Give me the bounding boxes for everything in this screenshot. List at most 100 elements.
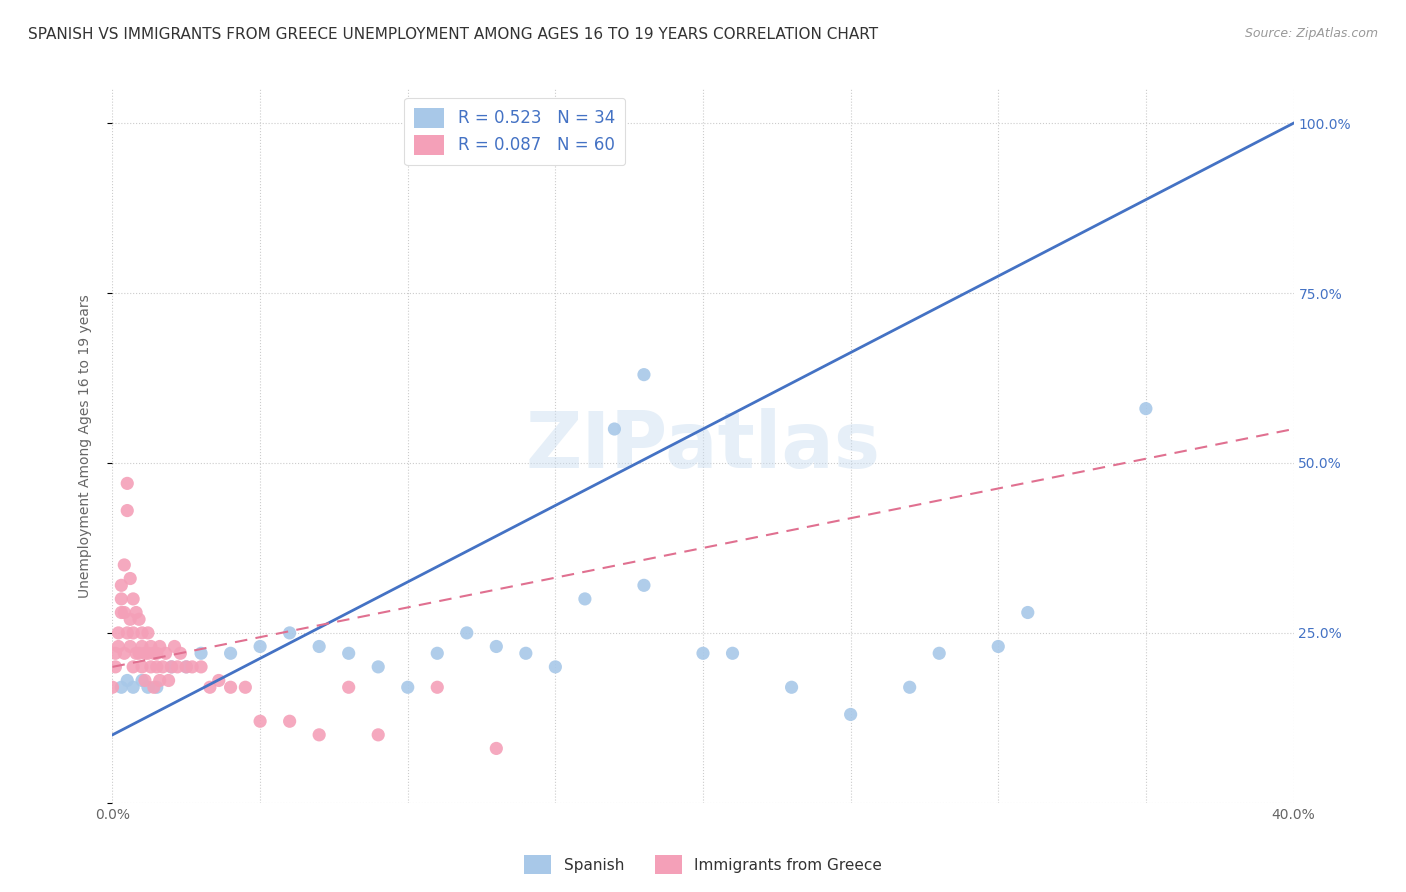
Spanish — [987, 640, 1010, 654]
Spanish — [485, 640, 508, 654]
Immigrants from Greece — [120, 612, 142, 626]
Immigrants from Greece — [131, 626, 153, 640]
Immigrants from Greece — [110, 606, 132, 620]
Immigrants from Greece — [163, 640, 186, 654]
Y-axis label: Unemployment Among Ages 16 to 19 years: Unemployment Among Ages 16 to 19 years — [77, 294, 91, 598]
Immigrants from Greece — [142, 646, 165, 660]
Spanish — [692, 646, 714, 660]
Immigrants from Greece — [112, 646, 135, 660]
Immigrants from Greece — [104, 646, 127, 660]
Immigrants from Greece — [117, 626, 138, 640]
Spanish — [160, 660, 183, 674]
Legend: R = 0.523   N = 34, R = 0.087   N = 60: R = 0.523 N = 34, R = 0.087 N = 60 — [405, 97, 624, 165]
Immigrants from Greece — [278, 714, 301, 729]
Spanish — [456, 626, 478, 640]
Immigrants from Greece — [104, 660, 127, 674]
Text: ZIPatlas: ZIPatlas — [526, 408, 880, 484]
Spanish — [131, 673, 153, 688]
Spanish — [219, 646, 242, 660]
Immigrants from Greece — [125, 606, 148, 620]
Spanish — [633, 368, 655, 382]
Immigrants from Greece — [120, 640, 142, 654]
Immigrants from Greece — [157, 673, 180, 688]
Spanish — [780, 680, 803, 694]
Immigrants from Greece — [208, 673, 231, 688]
Immigrants from Greece — [122, 660, 145, 674]
Spanish — [174, 660, 197, 674]
Immigrants from Greece — [149, 640, 172, 654]
Immigrants from Greece — [337, 680, 360, 694]
Spanish — [146, 680, 169, 694]
Immigrants from Greece — [125, 646, 148, 660]
Immigrants from Greece — [198, 680, 221, 694]
Spanish — [136, 680, 159, 694]
Immigrants from Greece — [485, 741, 508, 756]
Immigrants from Greece — [219, 680, 242, 694]
Immigrants from Greece — [146, 660, 169, 674]
Immigrants from Greece — [139, 640, 162, 654]
Spanish — [367, 660, 389, 674]
Immigrants from Greece — [142, 680, 165, 694]
Immigrants from Greece — [149, 673, 172, 688]
Immigrants from Greece — [155, 646, 177, 660]
Immigrants from Greece — [131, 660, 153, 674]
Immigrants from Greece — [166, 660, 188, 674]
Immigrants from Greece — [122, 591, 145, 606]
Text: Source: ZipAtlas.com: Source: ZipAtlas.com — [1244, 27, 1378, 40]
Immigrants from Greece — [110, 578, 132, 592]
Immigrants from Greece — [128, 612, 150, 626]
Spanish — [122, 680, 145, 694]
Immigrants from Greece — [152, 660, 174, 674]
Spanish — [574, 591, 596, 606]
Spanish — [278, 626, 301, 640]
Immigrants from Greece — [117, 476, 138, 491]
Immigrants from Greece — [136, 626, 159, 640]
Immigrants from Greece — [101, 680, 124, 694]
Immigrants from Greece — [249, 714, 271, 729]
Immigrants from Greece — [426, 680, 449, 694]
Spanish — [603, 422, 626, 436]
Immigrants from Greece — [367, 728, 389, 742]
Immigrants from Greece — [139, 660, 162, 674]
Immigrants from Greece — [131, 640, 153, 654]
Immigrants from Greece — [136, 646, 159, 660]
Immigrants from Greece — [308, 728, 330, 742]
Immigrants from Greece — [120, 572, 142, 586]
Spanish — [190, 646, 212, 660]
Immigrants from Greece — [160, 660, 183, 674]
Spanish — [928, 646, 950, 660]
Immigrants from Greece — [181, 660, 204, 674]
Spanish — [308, 640, 330, 654]
Immigrants from Greece — [117, 503, 138, 517]
Spanish — [426, 646, 449, 660]
Immigrants from Greece — [190, 660, 212, 674]
Immigrants from Greece — [122, 626, 145, 640]
Immigrants from Greece — [146, 646, 169, 660]
Immigrants from Greece — [134, 673, 156, 688]
Spanish — [721, 646, 744, 660]
Spanish — [337, 646, 360, 660]
Immigrants from Greece — [112, 606, 135, 620]
Spanish — [515, 646, 537, 660]
Spanish — [898, 680, 921, 694]
Spanish — [1017, 606, 1039, 620]
Text: SPANISH VS IMMIGRANTS FROM GREECE UNEMPLOYMENT AMONG AGES 16 TO 19 YEARS CORRELA: SPANISH VS IMMIGRANTS FROM GREECE UNEMPL… — [28, 27, 879, 42]
Spanish — [1135, 401, 1157, 416]
Legend: Spanish, Immigrants from Greece: Spanish, Immigrants from Greece — [517, 849, 889, 880]
Immigrants from Greece — [107, 626, 129, 640]
Immigrants from Greece — [174, 660, 197, 674]
Immigrants from Greece — [128, 646, 150, 660]
Spanish — [117, 673, 138, 688]
Immigrants from Greece — [112, 558, 135, 572]
Spanish — [633, 578, 655, 592]
Spanish — [839, 707, 862, 722]
Immigrants from Greece — [110, 591, 132, 606]
Spanish — [110, 680, 132, 694]
Spanish — [249, 640, 271, 654]
Immigrants from Greece — [107, 640, 129, 654]
Immigrants from Greece — [169, 646, 191, 660]
Immigrants from Greece — [134, 646, 156, 660]
Spanish — [396, 680, 419, 694]
Spanish — [544, 660, 567, 674]
Immigrants from Greece — [233, 680, 256, 694]
